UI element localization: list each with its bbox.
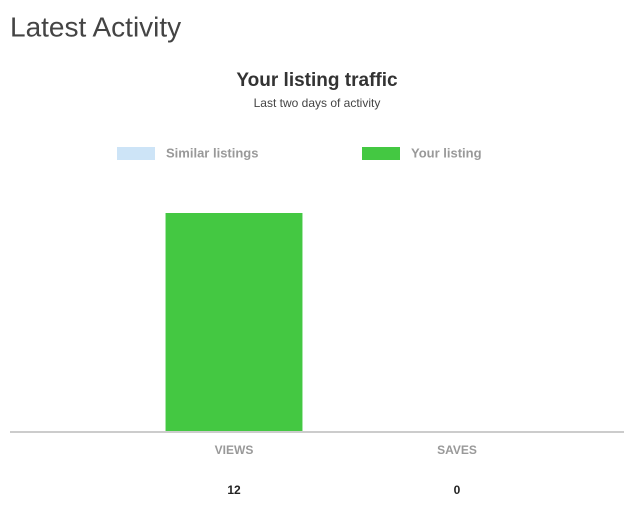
bar [165,213,303,431]
value-label: 12 [227,483,241,497]
chart-subtitle: Last two days of activity [254,96,381,110]
value-label: 0 [454,483,461,497]
legend-swatch [117,147,155,160]
page-title: Latest Activity [10,11,181,42]
legend-label: Similar listings [166,145,258,160]
chart-title: Your listing traffic [236,70,398,91]
x-tick-label: SAVES [437,443,477,457]
x-tick-label: VIEWS [215,443,254,457]
legend-swatch [362,147,400,160]
legend-label: Your listing [411,145,482,160]
